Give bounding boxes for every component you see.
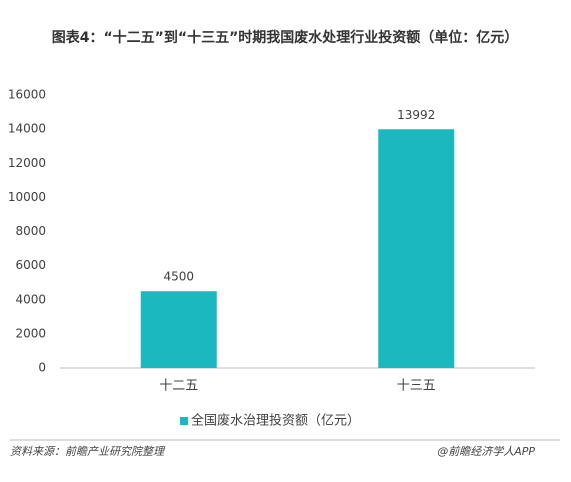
- y-tick-label: 6000: [15, 258, 46, 272]
- y-tick-label: 4000: [15, 292, 46, 306]
- y-tick-label: 14000: [8, 122, 46, 136]
- y-tick-label: 16000: [8, 88, 46, 102]
- chart-title: 图表4：“十二五”到“十三五”时期我国废水处理行业投资额（单位：亿元）: [51, 30, 519, 46]
- y-tick-label: 8000: [15, 224, 46, 238]
- bar: [140, 291, 217, 368]
- legend-label: 全国废水治理投资额（亿元）: [191, 413, 360, 429]
- x-tick-label: 十三五: [397, 379, 436, 394]
- bar: [378, 129, 455, 368]
- data-label: 4500: [163, 270, 194, 284]
- y-tick-label: 10000: [8, 190, 46, 204]
- y-tick-label: 12000: [8, 156, 46, 170]
- y-tick-label: 0: [38, 361, 46, 375]
- source-note: 资料来源：前瞻产业研究院整理: [10, 445, 166, 458]
- legend-swatch: [180, 417, 188, 425]
- x-tick-label: 十二五: [159, 379, 198, 394]
- credit: @前瞻经济学人APP: [437, 445, 535, 458]
- y-tick-label: 2000: [15, 326, 46, 340]
- data-label: 13992: [397, 108, 435, 122]
